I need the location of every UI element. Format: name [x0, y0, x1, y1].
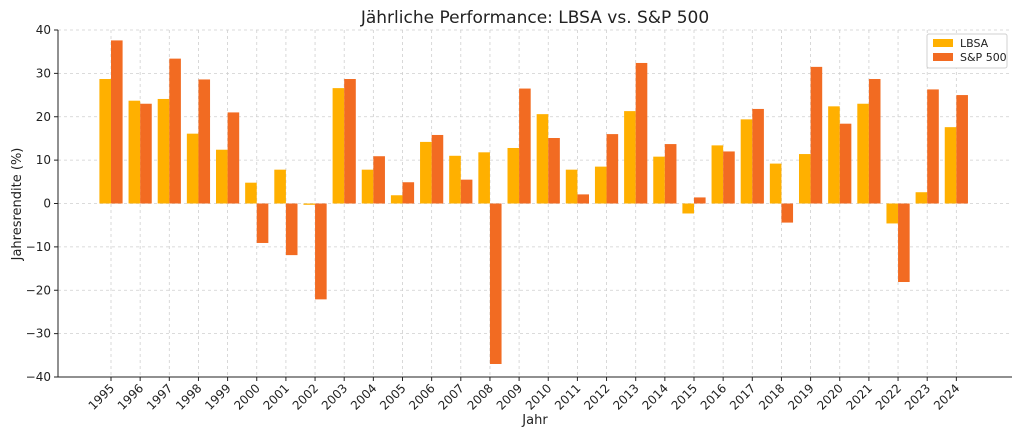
- bar-lbsa-2005: [390, 195, 403, 204]
- bar-sp500-2013: [635, 62, 648, 204]
- bar-sp500-2007: [460, 179, 473, 204]
- y-tick-label: 0: [43, 197, 51, 211]
- y-tick-label: 30: [36, 66, 51, 80]
- bar-lbsa-2010: [536, 114, 549, 204]
- y-axis-label: Jahresrendite (%): [10, 148, 25, 262]
- bar-lbsa-2004: [361, 169, 374, 204]
- bar-lbsa-2018: [769, 163, 782, 204]
- bar-lbsa-1996: [128, 100, 141, 204]
- bar-sp500-2001: [285, 203, 298, 256]
- bar-sp500-2020: [839, 123, 852, 204]
- bar-sp500-2014: [664, 144, 677, 204]
- bar-lbsa-2006: [420, 141, 432, 204]
- bar-lbsa-2024: [944, 127, 957, 204]
- bar-sp500-2000: [256, 203, 269, 243]
- bar-sp500-2022: [898, 203, 910, 283]
- bar-sp500-2024: [956, 95, 968, 204]
- bar-lbsa-2016: [711, 145, 724, 204]
- bar-sp500-2019: [810, 66, 823, 204]
- bar-sp500-2023: [927, 89, 939, 204]
- bar-sp500-2010: [548, 138, 560, 204]
- bar-sp500-2016: [723, 151, 735, 204]
- bar-lbsa-2019: [799, 154, 811, 204]
- y-tick-label: 40: [36, 23, 51, 37]
- bar-sp500-1995: [111, 40, 123, 204]
- chart-title: Jährliche Performance: LBSA vs. S&P 500: [360, 8, 709, 28]
- y-ticks: −40 −30 −20 −10 0 10 20 30 40: [26, 23, 58, 384]
- bar-lbsa-2011: [565, 169, 578, 204]
- bar-sp500-2009: [519, 88, 531, 204]
- bar-lbsa-2009: [507, 147, 520, 204]
- bar-sp500-2006: [431, 134, 444, 204]
- bar-lbsa-2000: [245, 182, 257, 204]
- y-tick-label: 20: [36, 110, 51, 124]
- legend-label: S&P 500: [960, 51, 1007, 64]
- bar-sp500-2008: [489, 203, 502, 364]
- bar-lbsa-2008: [478, 152, 490, 204]
- bar-sp500-1997: [169, 58, 181, 204]
- bar-sp500-2004: [373, 156, 385, 204]
- bar-sp500-1996: [140, 103, 152, 204]
- legend-swatch: [933, 39, 953, 47]
- bar-lbsa-2022: [886, 203, 899, 224]
- bar-sp500-1998: [198, 79, 211, 204]
- bar-sp500-2018: [781, 203, 794, 223]
- bar-lbsa-2002: [303, 203, 316, 205]
- bar-lbsa-1997: [157, 98, 170, 204]
- bar-lbsa-2014: [653, 156, 665, 204]
- bar-sp500-2021: [868, 79, 881, 204]
- y-tick-label: −40: [26, 370, 51, 384]
- bar-lbsa-2012: [594, 166, 607, 204]
- bar-sp500-2003: [344, 79, 356, 204]
- bar-sp500-2002: [315, 203, 327, 300]
- bar-lbsa-2007: [449, 155, 461, 204]
- bar-sp500-2015: [694, 197, 706, 204]
- bars: [99, 40, 968, 364]
- bar-lbsa-1995: [99, 79, 111, 204]
- y-tick-label: −10: [26, 240, 51, 254]
- bar-lbsa-1999: [216, 149, 228, 204]
- legend-swatch: [933, 53, 953, 61]
- y-tick-label: −30: [26, 327, 51, 341]
- bar-sp500-2011: [577, 194, 589, 204]
- bar-lbsa-2021: [857, 103, 869, 204]
- bar-lbsa-2013: [624, 111, 636, 204]
- bar-sp500-1999: [227, 112, 240, 204]
- y-tick-label: 10: [36, 153, 51, 167]
- x-axis-label: Jahr: [521, 413, 548, 428]
- bar-lbsa-2015: [682, 203, 694, 214]
- bar-lbsa-2003: [332, 88, 345, 204]
- y-tick-label: −20: [26, 283, 51, 297]
- bar-sp500-2017: [752, 108, 764, 204]
- grid: [58, 29, 1012, 378]
- bar-lbsa-2020: [828, 106, 840, 204]
- bar-lbsa-1998: [186, 133, 199, 204]
- bar-lbsa-2001: [274, 169, 286, 204]
- bar-sp500-2005: [402, 182, 415, 204]
- bar-lbsa-2023: [915, 192, 928, 204]
- bar-lbsa-2017: [740, 119, 753, 204]
- bar-sp500-2012: [606, 134, 619, 204]
- legend-label: LBSA: [960, 37, 989, 50]
